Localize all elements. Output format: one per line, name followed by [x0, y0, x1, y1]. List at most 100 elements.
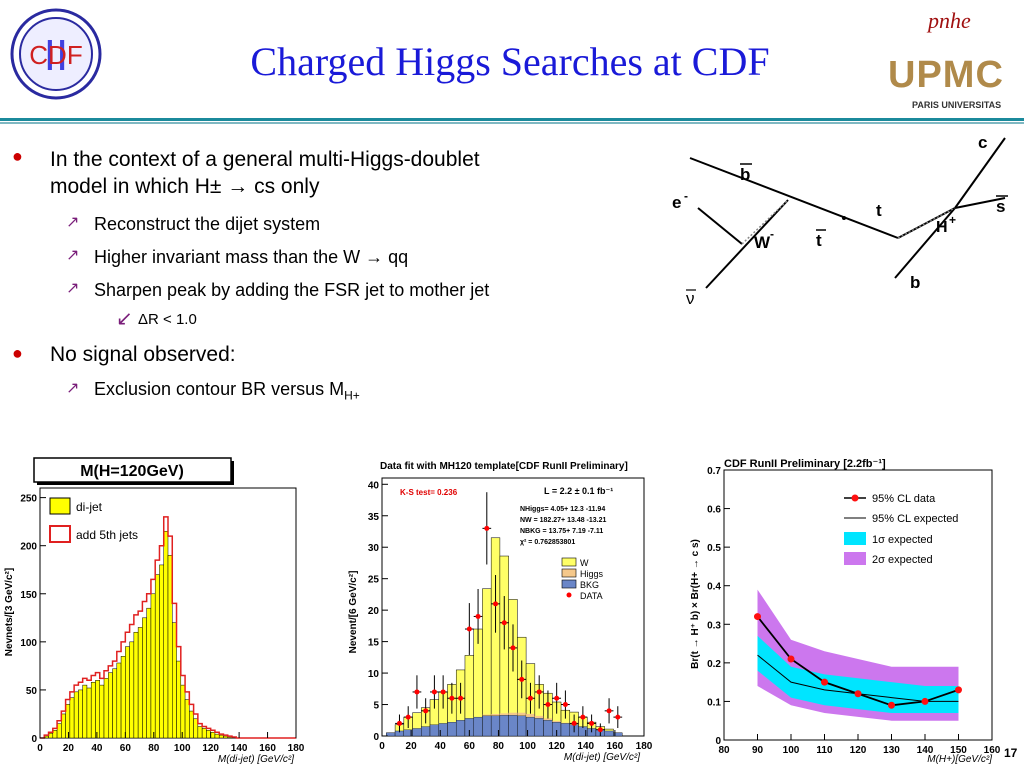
svg-text:NBKG = 13.75+ 7.19 -7: NBKG = 13.75+ 7.19 -7.11: [520, 528, 603, 535]
svg-text:95% CL data: 95% CL data: [872, 493, 936, 505]
fifth-jet-line: [40, 516, 296, 739]
bkg-bar: [499, 715, 509, 737]
label-W: W: [754, 233, 771, 252]
x-tick-label: 130: [883, 745, 900, 756]
x-tick-label: 140: [917, 745, 934, 756]
label-t: t: [876, 201, 882, 220]
bullet-dot: ●: [12, 343, 23, 363]
higgs-bar: [482, 714, 492, 716]
arrow-sw-icon: ↙: [116, 308, 133, 330]
x-tick-label: 20: [406, 741, 418, 752]
x-tick-label: 120: [850, 745, 867, 756]
chart-br-exclusion: CDF RunII Preliminary [2.2fb⁻¹] 80 90 100 1…: [690, 458, 1001, 765]
higgs-bar: [552, 720, 562, 723]
label-c: c: [978, 133, 987, 152]
bkg-bar: [508, 715, 518, 737]
arrow-icon: ↗: [66, 247, 80, 264]
chart2-ks: K-S test= 0.236: [400, 488, 458, 497]
data-point: [606, 708, 612, 714]
observed-point: [888, 701, 895, 709]
observed-point: [787, 655, 795, 663]
chart3-ylabel: Br(t → H⁺ b) × Br(H+ → c s): [690, 539, 701, 669]
x-tick-label: 140: [577, 741, 594, 752]
observed-point: [854, 690, 862, 698]
sub-bullet-3: Sharpen peak by adding the FSR jet to mo…: [94, 280, 490, 300]
data-point: [510, 645, 516, 651]
x-tick-label: 100: [174, 743, 191, 754]
x-tick-label: 120: [548, 741, 565, 752]
data-point: [493, 601, 499, 607]
y-tick-label: 50: [26, 686, 38, 697]
chart2-lumi: L = 2.2 ± 0.1 fb⁻¹: [544, 486, 613, 496]
bkg-bar: [456, 720, 466, 737]
y-tick-label: 0.6: [707, 505, 721, 516]
x-tick-label: 110: [816, 745, 833, 756]
data-point: [597, 727, 603, 733]
data-point: [405, 714, 411, 720]
data-point: [431, 689, 437, 695]
bkg-bar: [543, 720, 553, 737]
dijet-bar: [163, 531, 169, 739]
x-tick-label: 90: [752, 745, 764, 756]
sub-sub-bullet-1: ΔR < 1.0: [138, 311, 197, 328]
W-bar: [490, 537, 501, 737]
data-point: [466, 626, 472, 632]
chart1-ylabel: Nevnets/[3 GeV/c²]: [4, 568, 15, 656]
label-H: H: [936, 219, 948, 236]
svg-text:W: W: [580, 558, 589, 568]
nubar-line: [705, 199, 789, 289]
electron-line: [697, 207, 743, 245]
y-tick-label: 200: [20, 542, 37, 553]
higgs-bar: [534, 715, 544, 719]
x-tick-label: 150: [950, 745, 967, 756]
bkg-bar: [412, 728, 422, 737]
label-sbar: s: [996, 197, 1005, 216]
dijet-bar: [201, 728, 207, 739]
b-line: [894, 207, 956, 279]
svg-text:+: +: [949, 213, 956, 227]
svg-text:DATA: DATA: [580, 591, 603, 601]
y-tick-label: 0.2: [707, 659, 721, 670]
svg-text:Higgs: Higgs: [580, 569, 604, 579]
dijet-bar: [125, 646, 130, 739]
chart2-xlabel: M(di-jet) [GeV/c²]: [564, 752, 640, 763]
data-point: [519, 676, 525, 682]
y-tick-label: 10: [368, 669, 380, 680]
data-point: [545, 702, 551, 708]
dijet-bar: [142, 617, 147, 739]
y-tick-label: 0.3: [707, 620, 721, 631]
bkg-bar: [473, 716, 483, 737]
svg-text:NHiggs= 4.05+ 12.3 -11: NHiggs= 4.05+ 12.3 -11.94: [520, 506, 605, 513]
y-tick-label: 100: [20, 638, 37, 649]
data-point: [449, 695, 455, 701]
y-tick-label: 0: [31, 734, 37, 745]
dijet-bar: [197, 726, 203, 739]
dijet-bar: [86, 687, 92, 739]
x-tick-label: 180: [288, 743, 305, 754]
W-line: [741, 199, 789, 245]
x-tick-label: 80: [718, 745, 730, 756]
page-number: 17: [1004, 746, 1018, 760]
W-bar: [482, 588, 492, 737]
y-tick-label: 250: [20, 494, 37, 505]
x-tick-label: 160: [259, 743, 276, 754]
chart-dijet-mass: M(H=120GeV) 0 20 40 60 80 100 120 140 160 180 0 50 1…: [4, 457, 305, 765]
sub-bullet-2: Higher invariant mass than the W → qq: [94, 247, 409, 267]
x-tick-label: 160: [984, 745, 1001, 756]
chart-data-fit: Data fit with MH120 template[CDF RunII P…: [348, 461, 653, 763]
bkg-bar: [421, 726, 431, 737]
data-point: [501, 620, 507, 626]
one-sigma-band: [757, 635, 959, 713]
higgs-bar: [561, 722, 570, 724]
dijet-bar: [116, 662, 122, 739]
H-line: [897, 207, 956, 239]
data-point: [527, 695, 533, 701]
data-point: [475, 613, 481, 619]
x-tick-label: 140: [231, 743, 248, 754]
chart1-legend-5th: add 5th jets: [76, 528, 138, 542]
higgs-bar: [543, 718, 553, 721]
label-tbar: t: [816, 231, 822, 250]
y-tick-label: 0: [715, 736, 721, 747]
svg-text:-: -: [684, 189, 688, 203]
header-rule: [0, 118, 1024, 121]
